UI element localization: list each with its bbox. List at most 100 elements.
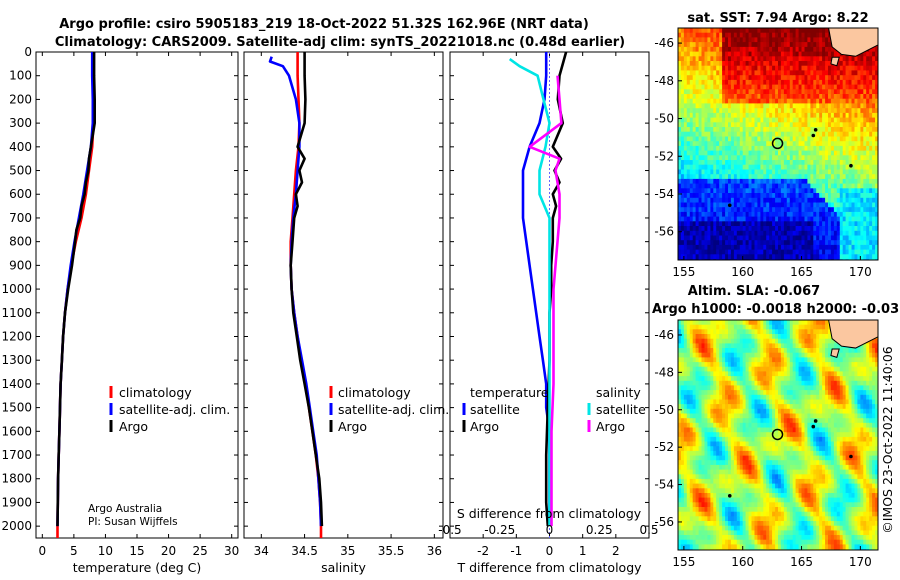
map-cell xyxy=(810,37,814,43)
map-cell xyxy=(745,436,750,443)
map-cell xyxy=(719,155,723,161)
map-cell xyxy=(839,94,844,100)
map-cell xyxy=(713,362,717,368)
map-cell xyxy=(825,117,829,123)
map-cell xyxy=(795,37,800,43)
map-cell xyxy=(789,122,794,128)
map-cell xyxy=(736,464,741,471)
map-cell xyxy=(751,94,755,100)
map-cell xyxy=(828,84,832,90)
map-cell xyxy=(710,32,714,38)
map-cell xyxy=(698,51,703,57)
map-cell xyxy=(736,544,741,550)
map-cell xyxy=(775,235,779,241)
map-cell xyxy=(686,230,691,237)
map-cell xyxy=(736,141,741,147)
map-cell xyxy=(716,155,720,161)
map-cell xyxy=(778,141,782,147)
map-cell xyxy=(816,183,820,189)
map-cell xyxy=(689,371,694,377)
map-cell xyxy=(748,211,753,218)
map-cell xyxy=(710,474,714,480)
map-cell xyxy=(751,193,755,199)
map-cell xyxy=(772,65,776,71)
map-cell xyxy=(789,61,794,67)
map-cell xyxy=(678,404,682,410)
map-cell xyxy=(689,155,694,161)
map-cell xyxy=(704,343,708,349)
map-cell xyxy=(778,249,782,255)
map-cell xyxy=(722,320,726,326)
map-cell xyxy=(863,240,867,246)
map-cell xyxy=(798,207,803,213)
map-cell xyxy=(780,145,785,152)
map-cell xyxy=(707,380,711,387)
map-cell xyxy=(819,235,823,241)
map-cell xyxy=(680,343,685,349)
map-cell xyxy=(757,188,761,194)
map-cell xyxy=(733,254,738,260)
map-cell xyxy=(689,525,694,531)
map-cell xyxy=(713,469,717,475)
map-cell xyxy=(842,56,847,62)
map-cell xyxy=(707,216,711,222)
map-cell xyxy=(848,160,853,166)
map-cell xyxy=(736,469,741,475)
map-cell xyxy=(707,427,711,433)
map-cell xyxy=(707,455,711,461)
map-cell xyxy=(713,357,717,363)
map-cell xyxy=(839,178,844,185)
map-cell xyxy=(701,174,705,180)
map-cell xyxy=(760,197,764,204)
map-cell xyxy=(819,141,823,147)
map-cell xyxy=(754,51,758,57)
map-cell xyxy=(725,362,729,368)
map-cell xyxy=(778,230,782,237)
map-cell xyxy=(830,207,835,213)
map-cell xyxy=(698,28,703,34)
map-cell xyxy=(728,65,732,71)
map-cell xyxy=(783,169,788,175)
map-cell xyxy=(733,136,738,142)
map-cell xyxy=(695,249,700,255)
map-cell xyxy=(757,136,761,142)
map-cell xyxy=(733,197,738,204)
map-cell xyxy=(775,70,779,76)
map-cell xyxy=(869,160,873,166)
map-cell xyxy=(716,390,720,396)
map-cell xyxy=(678,329,682,335)
map-cell xyxy=(728,530,732,536)
map-cell xyxy=(795,89,800,95)
map-cell xyxy=(680,46,685,53)
map-cell xyxy=(742,79,747,86)
map-cell xyxy=(816,145,820,152)
map-cell xyxy=(710,51,714,57)
map-cell xyxy=(701,28,705,34)
map-cell xyxy=(716,455,720,461)
map-cell xyxy=(813,75,817,81)
map-cell xyxy=(754,79,758,86)
map-cell xyxy=(707,525,711,531)
map-cell xyxy=(807,235,811,241)
map-cell xyxy=(728,108,732,114)
map-cell xyxy=(713,422,717,429)
map-cell xyxy=(692,28,697,34)
map-cell xyxy=(783,244,788,251)
map-cell xyxy=(713,202,717,208)
map-cell xyxy=(795,131,800,137)
map-cell xyxy=(680,390,685,396)
map-cell xyxy=(730,525,735,531)
map-cell xyxy=(695,493,700,499)
map-cell xyxy=(795,188,800,194)
map-cell xyxy=(795,32,800,38)
map-cell xyxy=(830,51,835,57)
map-cell xyxy=(769,32,773,38)
map-cell xyxy=(830,174,835,180)
map-cell xyxy=(722,469,726,475)
map-cell xyxy=(760,244,764,251)
map-cell xyxy=(842,108,847,114)
map-cell xyxy=(730,37,735,43)
map-cell xyxy=(745,497,750,503)
map-cell xyxy=(804,235,808,241)
map-cell xyxy=(733,188,738,194)
